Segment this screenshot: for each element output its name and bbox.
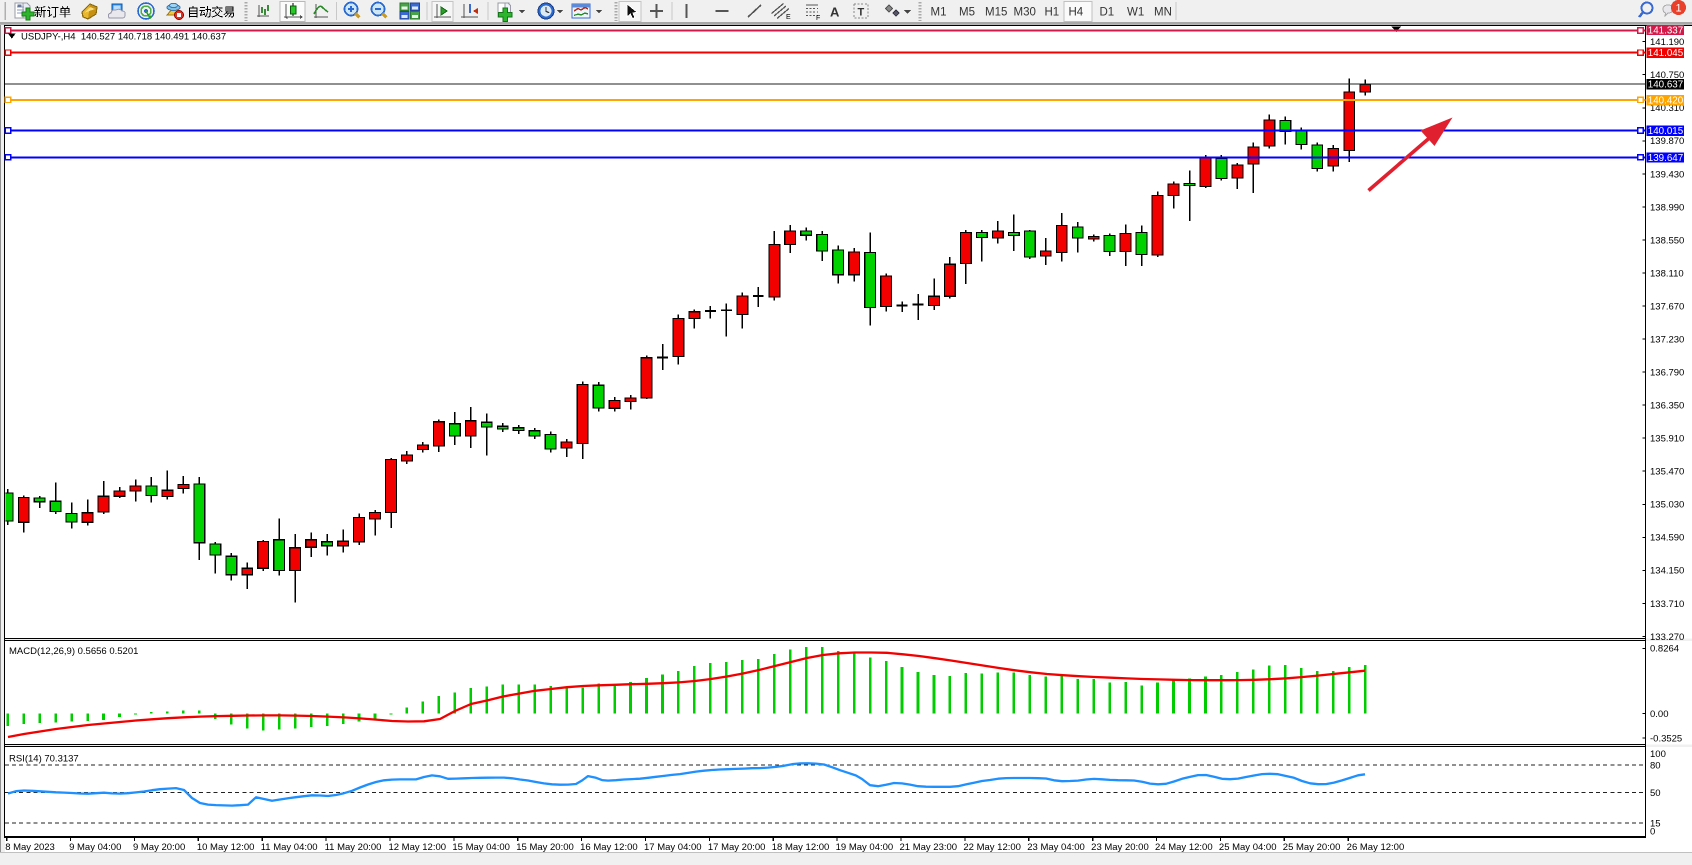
svg-text:M1: M1 bbox=[931, 7, 947, 19]
svg-text:15 May 04:00: 15 May 04:00 bbox=[452, 842, 510, 853]
svg-text:H4: H4 bbox=[1069, 7, 1084, 19]
svg-text:139.430: 139.430 bbox=[1650, 169, 1684, 180]
svg-text:80: 80 bbox=[1650, 760, 1661, 771]
svg-text:11 May 20:00: 11 May 20:00 bbox=[325, 842, 382, 853]
svg-text:17 May 04:00: 17 May 04:00 bbox=[644, 842, 702, 853]
svg-text:16 May 12:00: 16 May 12:00 bbox=[580, 842, 638, 853]
svg-text:140.420: 140.420 bbox=[1648, 95, 1684, 106]
svg-text:24 May 12:00: 24 May 12:00 bbox=[1155, 842, 1213, 853]
svg-text:139.870: 139.870 bbox=[1650, 136, 1684, 147]
svg-text:135.030: 135.030 bbox=[1650, 500, 1684, 511]
svg-text:8 May 2023: 8 May 2023 bbox=[5, 842, 55, 853]
svg-text:RSI(14) 70.3137: RSI(14) 70.3137 bbox=[9, 753, 79, 764]
svg-text:140.015: 140.015 bbox=[1648, 126, 1684, 137]
svg-text:136.350: 136.350 bbox=[1650, 401, 1684, 412]
svg-text:140.750: 140.750 bbox=[1650, 70, 1684, 81]
svg-text:21 May 23:00: 21 May 23:00 bbox=[900, 842, 958, 853]
svg-text:11 May 04:00: 11 May 04:00 bbox=[261, 842, 318, 853]
svg-text:138.990: 138.990 bbox=[1650, 202, 1684, 213]
svg-text:23 May 20:00: 23 May 20:00 bbox=[1091, 842, 1149, 853]
svg-text:9 May 04:00: 9 May 04:00 bbox=[69, 842, 121, 853]
svg-text:137.670: 137.670 bbox=[1650, 301, 1684, 312]
svg-text:140.637: 140.637 bbox=[1648, 79, 1683, 90]
svg-text:25 May 04:00: 25 May 04:00 bbox=[1219, 842, 1277, 853]
svg-text:15: 15 bbox=[1650, 819, 1661, 830]
svg-text:134.150: 134.150 bbox=[1650, 566, 1684, 577]
svg-text:D1: D1 bbox=[1100, 7, 1115, 19]
svg-text:0: 0 bbox=[1650, 826, 1655, 837]
svg-text:12 May 12:00: 12 May 12:00 bbox=[388, 842, 446, 853]
svg-text:9 May 20:00: 9 May 20:00 bbox=[133, 842, 185, 853]
svg-text:26 May 12:00: 26 May 12:00 bbox=[1347, 842, 1405, 853]
svg-text:0.8264: 0.8264 bbox=[1650, 644, 1679, 655]
svg-text:-0.3525: -0.3525 bbox=[1650, 734, 1682, 745]
svg-text:MN: MN bbox=[1154, 7, 1172, 19]
svg-text:0.00: 0.00 bbox=[1650, 709, 1669, 720]
svg-text:M5: M5 bbox=[959, 7, 975, 19]
svg-text:10 May 12:00: 10 May 12:00 bbox=[197, 842, 255, 853]
svg-text:133.270: 133.270 bbox=[1650, 632, 1684, 643]
svg-text:H1: H1 bbox=[1045, 7, 1060, 19]
svg-text:138.550: 138.550 bbox=[1650, 235, 1684, 246]
svg-text:134.590: 134.590 bbox=[1650, 533, 1684, 544]
svg-text:50: 50 bbox=[1650, 788, 1661, 799]
svg-text:141.190: 141.190 bbox=[1650, 37, 1684, 48]
svg-text:137.230: 137.230 bbox=[1650, 334, 1684, 345]
svg-text:25 May 20:00: 25 May 20:00 bbox=[1283, 842, 1341, 853]
svg-text:W1: W1 bbox=[1127, 7, 1144, 19]
svg-text:T: T bbox=[858, 7, 865, 19]
svg-text:23 May 04:00: 23 May 04:00 bbox=[1027, 842, 1085, 853]
svg-text:1: 1 bbox=[1675, 3, 1681, 15]
svg-text:M15: M15 bbox=[985, 7, 1007, 19]
svg-text:19 May 04:00: 19 May 04:00 bbox=[836, 842, 894, 853]
svg-text:139.647: 139.647 bbox=[1648, 153, 1683, 164]
svg-text:15 May 20:00: 15 May 20:00 bbox=[516, 842, 574, 853]
svg-text:E: E bbox=[786, 14, 791, 21]
svg-text:133.710: 133.710 bbox=[1650, 599, 1684, 610]
svg-text:22 May 12:00: 22 May 12:00 bbox=[963, 842, 1021, 853]
svg-text:141.045: 141.045 bbox=[1648, 48, 1684, 59]
svg-text:F: F bbox=[816, 15, 820, 22]
svg-text:MACD(12,26,9) 0.5656 0.5201: MACD(12,26,9) 0.5656 0.5201 bbox=[9, 646, 138, 657]
svg-text:136.790: 136.790 bbox=[1650, 368, 1684, 379]
svg-text:138.110: 138.110 bbox=[1650, 268, 1684, 279]
svg-text:135.470: 135.470 bbox=[1650, 467, 1684, 478]
svg-text:A: A bbox=[830, 5, 840, 20]
svg-text:135.910: 135.910 bbox=[1650, 434, 1684, 445]
svg-text:17 May 20:00: 17 May 20:00 bbox=[708, 842, 766, 853]
svg-text:USDJPY-,H4 140.527 140.718 14: USDJPY-,H4 140.527 140.718 140.491 140.6… bbox=[21, 31, 226, 42]
svg-text:141.337: 141.337 bbox=[1648, 25, 1683, 36]
svg-text:140.310: 140.310 bbox=[1650, 103, 1684, 114]
svg-text:100: 100 bbox=[1650, 749, 1666, 760]
svg-text:M30: M30 bbox=[1014, 7, 1036, 19]
svg-text:18 May 12:00: 18 May 12:00 bbox=[772, 842, 830, 853]
